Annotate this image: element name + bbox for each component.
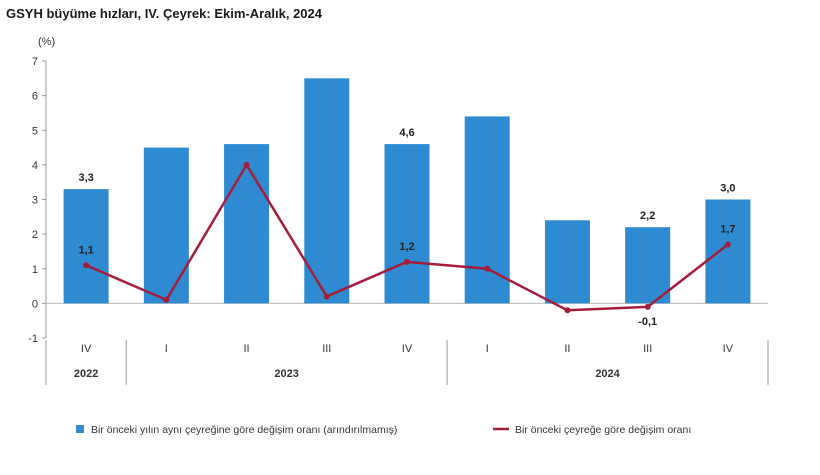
y-tick-label: 6 xyxy=(32,91,38,103)
bar-data-label: 2,2 xyxy=(640,210,655,222)
x-group-label: 2024 xyxy=(595,368,620,380)
line-point xyxy=(484,265,491,272)
line-data-label: 1,7 xyxy=(720,224,735,236)
line-data-label: 1,1 xyxy=(78,244,93,256)
bar-series: 3,3 4,6 2,2 3,0 xyxy=(63,78,751,304)
x-tick-label: IV xyxy=(402,343,413,355)
y-tick-label: -1 xyxy=(28,333,38,345)
bar xyxy=(705,199,751,304)
line-point xyxy=(243,161,250,168)
x-group-label: 2023 xyxy=(274,368,298,380)
y-tick-label: 4 xyxy=(32,160,38,172)
y-axis-unit-label: (%) xyxy=(38,36,55,48)
bar xyxy=(544,220,590,304)
line-point xyxy=(564,307,571,314)
line-point xyxy=(323,293,330,300)
y-tick-label: 7 xyxy=(32,56,38,68)
line-point xyxy=(83,262,90,269)
legend-label-line: Bir önceki çeyreğe göre değişim oranı xyxy=(515,424,691,436)
x-tick-label: I xyxy=(486,343,489,355)
line-point xyxy=(404,258,410,265)
bar-data-label: 3,0 xyxy=(720,183,735,195)
y-tick-label: 3 xyxy=(32,195,38,207)
line-data-label: 1,2 xyxy=(399,241,414,253)
x-group-label: 2022 xyxy=(74,368,98,380)
bar xyxy=(63,189,109,304)
y-tick-label: 1 xyxy=(32,264,38,276)
y-tick-label: 2 xyxy=(32,229,38,241)
line-point xyxy=(644,303,651,310)
x-tick-label: III xyxy=(322,343,331,355)
legend: Bir önceki yılın aynı çeyreğine göre değ… xyxy=(76,424,691,436)
y-tick-label: 0 xyxy=(32,298,38,310)
bar xyxy=(224,144,270,304)
x-tick-label: I xyxy=(165,343,168,355)
line-data-label: -0,1 xyxy=(638,316,657,328)
y-tick-label: 5 xyxy=(32,125,38,137)
legend-label-bar: Bir önceki yılın aynı çeyreğine göre değ… xyxy=(91,424,397,436)
x-tick-label: III xyxy=(643,343,652,355)
bar xyxy=(625,227,671,304)
line-point xyxy=(724,241,731,248)
bar-data-label: 4,6 xyxy=(399,127,414,139)
x-tick-label: IV xyxy=(81,343,92,355)
legend-swatch-bar xyxy=(76,425,84,433)
line-point xyxy=(163,296,170,303)
x-tick-label: II xyxy=(243,343,249,355)
line-series: 1,1 1,2 -0,1 1,7 xyxy=(78,161,736,328)
bar xyxy=(143,147,189,304)
bar-data-label: 3,3 xyxy=(78,172,93,184)
bar xyxy=(384,144,430,304)
bar xyxy=(464,116,510,304)
x-tick-label: IV xyxy=(723,343,734,355)
bar xyxy=(304,78,350,304)
chart-title: GSYH büyüme hızları, IV. Çeyrek: Ekim-Ar… xyxy=(6,6,322,21)
x-tick-label: II xyxy=(564,343,570,355)
